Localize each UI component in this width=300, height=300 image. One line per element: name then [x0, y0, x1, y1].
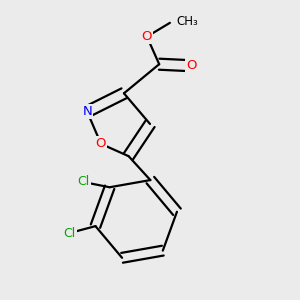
Text: CH₃: CH₃	[176, 15, 198, 28]
Text: O: O	[142, 30, 152, 43]
Text: Cl: Cl	[63, 227, 76, 240]
Text: Cl: Cl	[77, 175, 90, 188]
Text: O: O	[96, 137, 106, 150]
Text: N: N	[82, 105, 92, 118]
Text: O: O	[186, 59, 196, 72]
